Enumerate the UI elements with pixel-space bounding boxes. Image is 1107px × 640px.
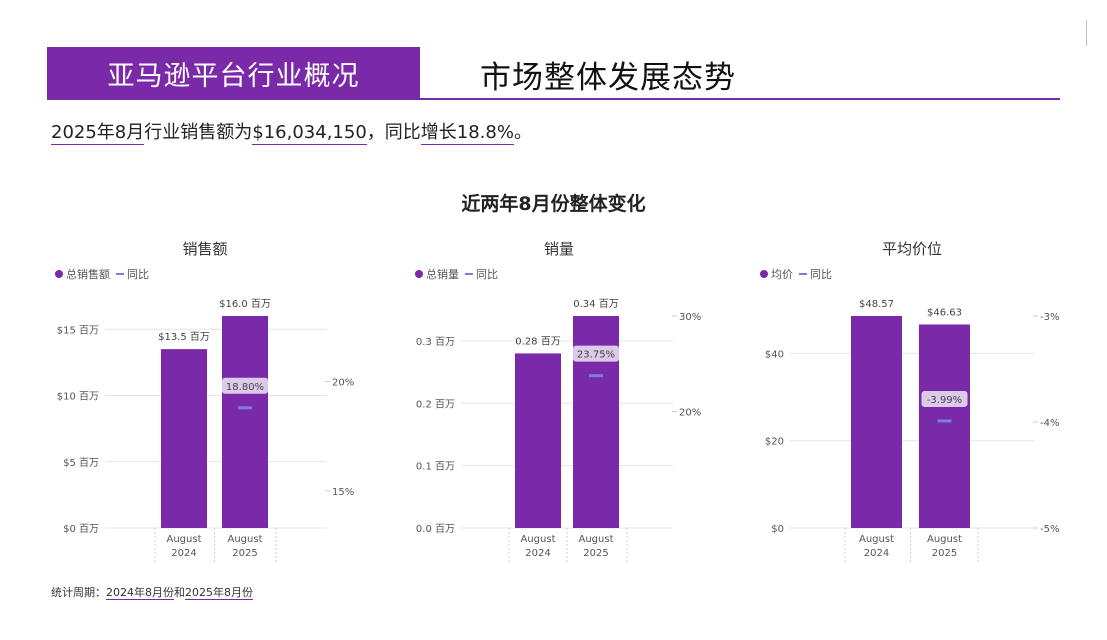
y2-tick-label: -3% — [1040, 312, 1059, 323]
y-tick-label: $5 百万 — [63, 457, 99, 469]
yoy-data-label: 18.80% — [226, 382, 264, 393]
yoy-label-bg — [921, 390, 968, 407]
corner-marker — [1086, 20, 1087, 46]
y2-tick-label: 30% — [679, 312, 701, 323]
y-tick-label: $40 — [765, 349, 784, 360]
x-tick-label: August — [228, 534, 263, 545]
legend-bar-label: 总销量 — [426, 267, 459, 281]
bar-data-label: $48.57 — [859, 299, 894, 310]
yoy-point — [937, 419, 952, 423]
bar — [515, 353, 561, 528]
x-tick-label: 2024 — [171, 548, 196, 559]
legend-line-label: 同比 — [476, 268, 498, 281]
footnote-prefix: 统计周期： — [51, 586, 106, 599]
yoy-point — [238, 406, 252, 410]
legend-line-label: 同比 — [810, 268, 832, 281]
x-tick-label: August — [521, 534, 556, 545]
y-tick-label: 0.0 百万 — [416, 523, 455, 535]
y2-tick-label: 15% — [332, 487, 354, 498]
x-tick-label: August — [859, 534, 894, 545]
bar — [161, 349, 207, 528]
legend-bar-swatch — [415, 270, 423, 278]
legend-bar-label: 均价 — [771, 268, 793, 281]
yoy-point — [589, 374, 603, 378]
y2-tick-label: 20% — [332, 378, 354, 389]
chart-title: 销量 — [544, 240, 574, 258]
y-tick-label: $0 百万 — [63, 523, 99, 535]
x-tick-label: 2024 — [525, 548, 550, 559]
legend-line-label: 同比 — [127, 268, 149, 281]
x-tick-label: 2025 — [583, 548, 608, 559]
summary-text-3: 。 — [513, 122, 532, 143]
yoy-label-bg — [222, 377, 268, 394]
legend-line-swatch — [465, 273, 473, 275]
legend-line-swatch — [116, 273, 124, 275]
summary-sales-value: $16,034,150 — [252, 122, 367, 145]
summary-text-1: 行业销售额为 — [144, 122, 253, 143]
y-tick-label: 0.1 百万 — [416, 461, 455, 473]
x-tick-label: 2025 — [232, 548, 257, 559]
legend-bar-label: 总销售额 — [66, 267, 110, 281]
bar-data-label: 0.28 百万 — [515, 335, 560, 347]
y-tick-label: $20 — [765, 437, 784, 448]
y2-tick-label: -4% — [1040, 418, 1059, 429]
footnote-period-2: 2025年8月份 — [185, 586, 253, 600]
x-tick-label: 2025 — [932, 548, 957, 559]
y-tick-label: 0.3 百万 — [416, 336, 455, 348]
chart-avg-price: 平均价位均价 同比 $0 $20 $40 -5% -4% -3% $48.57 August 202… — [750, 232, 1090, 572]
x-tick-label: 2024 — [864, 548, 889, 559]
legend-bar-swatch — [760, 270, 768, 278]
header-divider — [47, 98, 1060, 100]
yoy-data-label: -3.99% — [927, 395, 962, 406]
footnote-and: 和 — [174, 586, 185, 599]
header-box-title: 亚马逊平台行业概况 — [47, 47, 420, 99]
summary-line: 2025年8月行业销售额为$16,034,150，同比增长18.8%。 — [51, 118, 532, 145]
y-tick-label: 0.2 百万 — [416, 398, 455, 410]
section-title: 近两年8月份整体变化 — [461, 193, 646, 215]
yoy-label-bg — [573, 345, 619, 362]
yoy-data-label: 23.75% — [577, 350, 615, 361]
bar — [919, 324, 970, 528]
summary-period: 2025年8月 — [51, 122, 145, 145]
chart-sales: 销售额总销售额 同比 $0 百万 $5 百万 $10 百万 $15 百万 15% 20% $13… — [47, 232, 387, 572]
page-title: 市场整体发展态势 — [480, 60, 736, 96]
footnote-period-1: 2024年8月份 — [106, 586, 174, 600]
x-tick-label: August — [579, 534, 614, 545]
legend-bar-swatch — [55, 270, 63, 278]
bar-data-label: $16.0 百万 — [219, 298, 271, 310]
bar-data-label: $46.63 — [927, 307, 962, 318]
y-tick-label: $0 — [771, 524, 784, 535]
bar — [851, 316, 902, 528]
chart-volume: 销量总销量 同比 0.0 百万 0.1 百万 0.2 百万 0.3 百万 20% 30% 0.2… — [405, 232, 745, 572]
summary-text-2: ，同比 — [366, 122, 421, 143]
bar-data-label: 0.34 百万 — [573, 298, 618, 310]
legend-line-swatch — [799, 273, 807, 275]
summary-growth: 增长18.8% — [420, 122, 514, 145]
chart-title: 平均价位 — [882, 240, 942, 258]
x-tick-label: August — [167, 534, 202, 545]
y-tick-label: $10 百万 — [57, 391, 99, 403]
bar — [222, 316, 268, 528]
bar-data-label: $13.5 百万 — [158, 331, 210, 343]
footnote: 统计周期：2024年8月份和2025年8月份 — [51, 584, 253, 600]
y2-tick-label: -5% — [1040, 524, 1059, 535]
y2-tick-label: 20% — [679, 407, 701, 418]
chart-title: 销售额 — [182, 240, 227, 258]
y-tick-label: $15 百万 — [57, 324, 99, 336]
x-tick-label: August — [927, 534, 962, 545]
